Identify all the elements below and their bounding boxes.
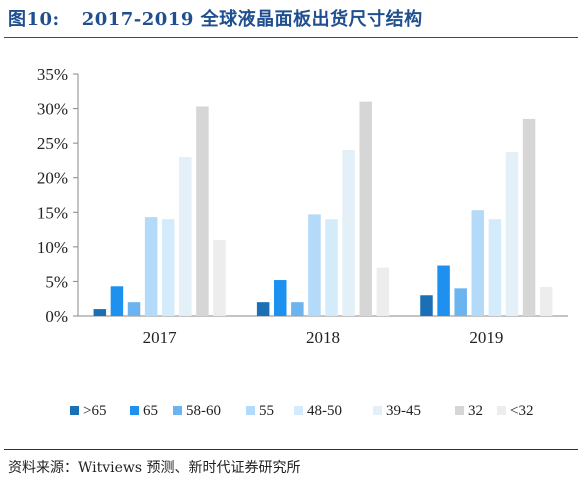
y-tick-label: 5% xyxy=(45,272,68,291)
y-tick-label: 20% xyxy=(37,169,68,188)
legend-label: 32 xyxy=(468,403,483,419)
legend-label: <32 xyxy=(510,403,533,419)
bar xyxy=(420,295,433,316)
bar xyxy=(539,286,553,316)
bar xyxy=(291,302,304,316)
bar xyxy=(256,302,270,316)
x-tick-label: 2017 xyxy=(143,328,178,347)
bar xyxy=(505,152,519,316)
legend-label: 65 xyxy=(143,403,158,419)
bar xyxy=(471,210,485,316)
bar xyxy=(179,156,192,316)
figure-number: 图10: xyxy=(8,9,60,30)
legend-label: >65 xyxy=(83,403,106,419)
legend-swatch xyxy=(173,406,182,415)
legend-swatch xyxy=(246,406,255,415)
y-tick-label: 25% xyxy=(37,134,68,153)
legend-label: 55 xyxy=(259,403,274,419)
bar xyxy=(488,219,502,316)
bar xyxy=(196,106,209,316)
legend-label: 58-60 xyxy=(186,403,221,419)
bar xyxy=(325,219,338,316)
y-tick-label: 10% xyxy=(37,238,68,257)
legend-swatch xyxy=(455,406,464,415)
legend-swatch xyxy=(373,406,382,415)
bar xyxy=(308,214,321,316)
bar xyxy=(161,219,175,316)
bar xyxy=(437,265,450,316)
legend-swatch xyxy=(70,406,79,415)
x-tick-label: 2018 xyxy=(306,328,340,347)
bar xyxy=(93,309,107,316)
y-tick-label: 30% xyxy=(37,100,68,119)
x-axis: 2017 2018 2019 xyxy=(78,315,568,347)
bar xyxy=(213,239,226,316)
source-note: 资料来源：Witviews 预测、新时代证券研究所 xyxy=(8,460,301,476)
bar xyxy=(127,302,141,316)
y-axis: 0% 5% 10% 15% 20% 25% 30% 35% xyxy=(37,65,79,326)
bar xyxy=(144,217,158,316)
y-tick-label: 35% xyxy=(37,65,68,84)
bar xyxy=(454,288,467,316)
figure-title-text: 2017-2019 全球液晶面板出货尺寸结构 xyxy=(81,9,423,30)
bar xyxy=(359,101,372,316)
bar xyxy=(342,150,355,316)
bar xyxy=(522,118,536,316)
legend-swatch xyxy=(130,406,139,415)
y-tick-label: 15% xyxy=(37,203,68,222)
x-tick-label: 2019 xyxy=(469,328,503,347)
y-tick-label: 0% xyxy=(45,307,68,326)
legend-swatch xyxy=(294,406,303,415)
bars xyxy=(93,101,553,316)
bar xyxy=(376,267,390,316)
title-divider xyxy=(4,37,578,38)
legend-swatch xyxy=(497,406,506,415)
bar-chart: 0% 5% 10% 15% 20% 25% 30% 35% 2017 2018 2019 >65 6… xyxy=(37,65,568,419)
legend-label: 39-45 xyxy=(386,403,421,419)
bar xyxy=(110,286,124,316)
figure-title: 图10: 2017-2019 全球液晶面板出货尺寸结构 xyxy=(8,5,423,31)
legend: >65 65 58-60 55 48-50 39-45 32 <32 xyxy=(70,403,533,419)
source-divider xyxy=(4,449,578,450)
bar xyxy=(274,280,287,316)
legend-label: 48-50 xyxy=(307,403,342,419)
